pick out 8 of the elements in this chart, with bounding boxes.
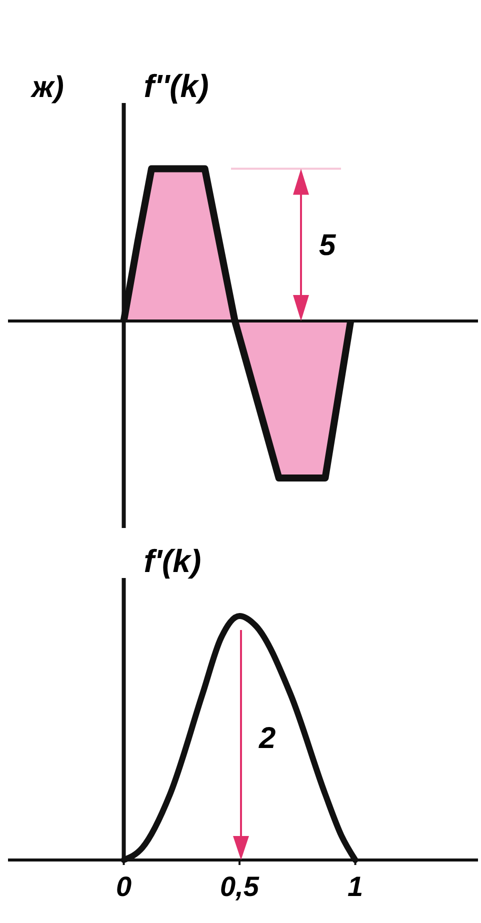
y-axis-title: f'(k) xyxy=(144,543,202,579)
x-tick-label: 0 xyxy=(116,871,132,902)
annotation: 5 xyxy=(319,228,337,262)
x-tick-label: 1 xyxy=(348,871,364,902)
x-tick-label: 0,5 xyxy=(220,871,260,902)
annotation: 2 xyxy=(258,722,276,755)
text: ж) xyxy=(30,71,64,104)
y-axis-title: f''(k) xyxy=(144,68,209,104)
